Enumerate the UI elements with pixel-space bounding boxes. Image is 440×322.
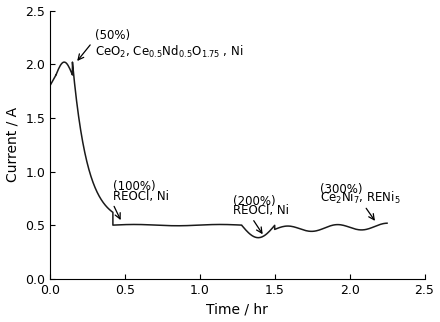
Text: CeO$_2$, Ce$_{0.5}$Nd$_{0.5}$O$_{1.75}$ , Ni: CeO$_2$, Ce$_{0.5}$Nd$_{0.5}$O$_{1.75}$ …: [95, 44, 243, 60]
Text: (50%): (50%): [95, 29, 130, 42]
Text: (300%): (300%): [319, 183, 362, 196]
Text: (200%): (200%): [233, 194, 275, 208]
Text: REOCl, Ni: REOCl, Ni: [233, 204, 289, 217]
Text: (100%): (100%): [113, 180, 155, 193]
Y-axis label: Current / A: Current / A: [6, 107, 19, 182]
Text: Ce$_2$Ni$_7$, RENi$_5$: Ce$_2$Ni$_7$, RENi$_5$: [319, 190, 400, 206]
Text: REOCl, Ni: REOCl, Ni: [113, 190, 169, 203]
X-axis label: Time / hr: Time / hr: [206, 302, 268, 317]
